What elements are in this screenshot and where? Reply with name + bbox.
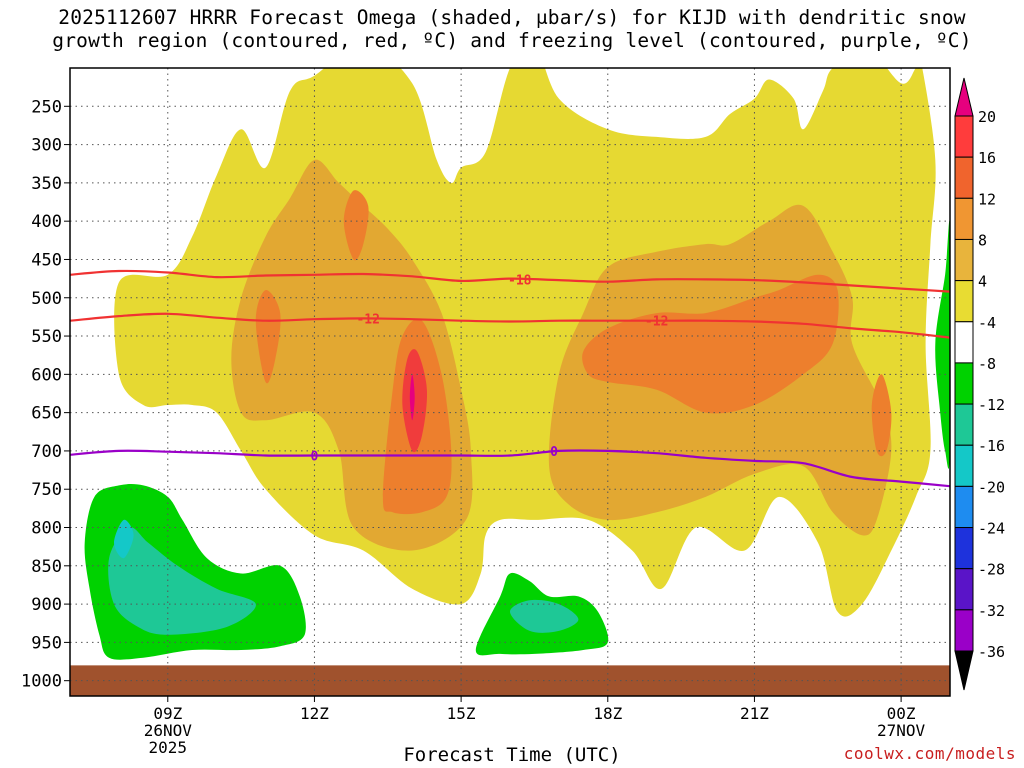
omega-region-7 [871,374,892,457]
omega-region-11 [108,527,256,635]
colorbar-segment-7 [954,403,974,446]
colorbar-label-8: -16 [978,437,1005,455]
colorbar-label-1: 16 [978,149,996,167]
colorbar-segment-4 [954,280,974,323]
colorbar-top-triangle [954,77,974,117]
colorbar-label-2: 12 [978,190,996,208]
colorbar-label-13: -36 [978,643,1005,661]
colorbar-bottom-triangle [954,650,974,691]
colorbar-segment-2 [954,197,974,240]
y-tick-label-950: 950 [31,633,62,653]
y-tick-label-550: 550 [31,327,62,347]
colorbar-segment-12 [954,609,974,652]
colorbar-label-12: -32 [978,602,1005,620]
y-axis: 250 300 350 400 450 500 550 600 650 700 750 800 850 9… [21,97,70,692]
colorbar-segment-11 [954,568,974,611]
omega-region-5 [255,290,281,384]
x-axis-label: Forecast Time (UTC) [403,744,621,766]
colorbar-label-11: -28 [978,561,1005,579]
contour-label-4: 0 [550,445,558,460]
colorbar-segment-9 [954,485,974,529]
chart-title: 2025112607 HRRR Forecast Omega (shaded, … [0,6,1024,52]
grid-layer [70,68,950,696]
x-tick-label-18-0: 18Z [593,704,622,723]
y-tick-label-400: 400 [31,212,62,232]
contour-line-1 [70,312,950,339]
colorbar-segment-1 [954,156,974,199]
credit-text: coolwx.com/models [843,744,1016,763]
contour-line-0 [70,269,950,293]
y-tick-label-650: 650 [31,404,62,424]
omega-region-8 [402,349,428,453]
colorbar-label-6: -8 [978,355,996,373]
y-tick-label-250: 250 [31,97,62,117]
colorbar-label-10: -24 [978,520,1005,538]
y-tick-label-850: 850 [31,557,62,577]
x-tick-label-9-0: 09Z [153,704,182,723]
contour-label-1: -12 [356,312,379,327]
colorbar-segment-3 [954,238,974,282]
omega-region-14 [510,599,579,633]
colorbar-label-9: -20 [978,478,1005,496]
x-tick-label-21-0: 21Z [740,704,769,723]
colorbar-segment-8 [954,444,974,487]
title-line-1: 2025112607 HRRR Forecast Omega (shaded, … [58,6,966,29]
omega-region-6 [343,190,369,261]
colorbar-segment-10 [954,527,974,570]
colorbar-segment-6 [954,362,974,405]
contour-label-0: -18 [508,273,532,288]
y-tick-label-800: 800 [31,519,62,539]
x-tick-label-24-0: 00Z [887,704,916,723]
y-tick-label-1000: 1000 [21,672,62,692]
y-tick-label-750: 750 [31,480,62,500]
x-tick-label-9-2: 2025 [149,738,188,757]
x-tick-label-15-0: 15Z [447,704,476,723]
contour-label-3: 0 [311,450,319,465]
y-tick-label-600: 600 [31,365,62,385]
y-tick-label-500: 500 [31,289,62,309]
colorbar-segment-5 [954,321,974,364]
title-line-2: growth region (contoured, red, ºC) and f… [52,29,972,52]
colorbar-label-0: 20 [978,108,996,126]
y-tick-label-700: 700 [31,442,62,462]
colorbar-label-5: -4 [978,314,996,332]
contour-label-layer: -18 -12 -12 0 0 [311,273,669,465]
omega-region-15 [935,220,950,469]
y-tick-label-300: 300 [31,136,62,156]
contour-label-2: -12 [645,315,668,330]
x-tick-label-9-1: 26NOV [144,721,193,740]
x-tick-label-24-1: 27NOV [877,721,926,740]
colorbar-label-3: 8 [978,231,987,249]
y-tick-label-900: 900 [31,595,62,615]
y-tick-label-350: 350 [31,174,62,194]
plot-frame [69,67,951,697]
omega-region-9 [409,374,415,421]
omega-region-4 [582,274,839,414]
colorbar: 20 16 12 8 4 -4 -8 -12 -16 -20 -24 -28 -32 -36 [954,77,1005,691]
contour-line-2 [70,449,950,488]
colorbar-segment-0 [954,115,974,158]
y-tick-label-450: 450 [31,250,62,270]
contour-layer [70,269,950,488]
omega-shading-layer [84,68,950,660]
colorbar-label-7: -12 [978,396,1005,414]
x-tick-label-12-0: 12Z [300,704,329,723]
omega-region-12 [114,519,134,559]
colorbar-label-4: 4 [978,273,987,291]
